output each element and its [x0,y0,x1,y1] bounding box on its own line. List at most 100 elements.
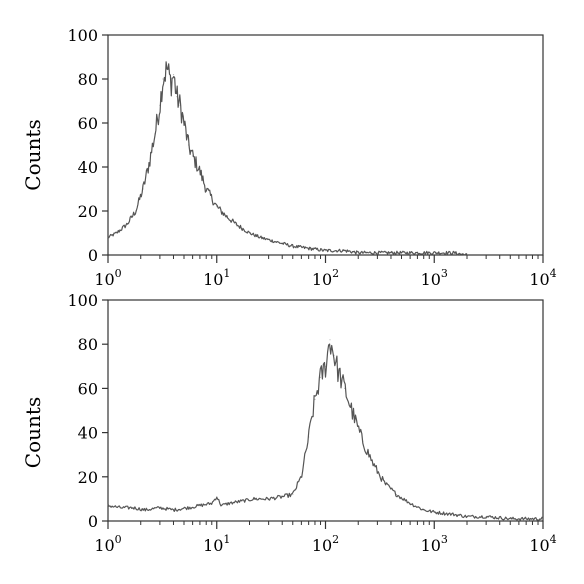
data-point [107,236,109,238]
x-tick-exponent: 4 [550,533,557,546]
histogram-series-line [107,343,544,521]
data-point [159,507,161,509]
x-tick-label: 104 [529,267,556,289]
x-tick-exponent: 0 [115,533,122,546]
data-point [400,252,403,254]
y-tick-label: 0 [88,246,98,265]
data-point [248,232,251,234]
plot-frame [107,299,544,522]
series-points [107,67,468,256]
data-point [216,206,218,208]
x-tick-label: 103 [421,267,448,289]
data-point [314,398,316,400]
data-point [166,67,168,69]
data-point [292,245,294,247]
data-point [292,493,294,496]
data-point [466,516,468,518]
data-point [300,476,302,478]
data-point [192,155,194,157]
y-axis-label: Counts [21,397,45,468]
x-tick-base: 10 [529,270,549,289]
data-point [216,496,218,498]
data-point [485,516,487,518]
data-point [281,496,283,498]
y-tick-label: 40 [78,424,98,443]
data-point [126,223,128,225]
data-point [329,339,331,341]
y-tick-label: 80 [78,70,98,89]
x-tick-label: 104 [529,533,556,555]
x-tick-base: 10 [94,270,114,289]
data-point [179,104,181,106]
data-point [154,133,156,135]
data-point [119,507,121,509]
x-tick-exponent: 2 [332,533,339,546]
x-tick-label: 101 [203,267,230,289]
data-point [395,493,398,496]
data-point [228,502,230,504]
x-tick-exponent: 4 [550,267,557,280]
x-tick-label: 102 [312,533,339,555]
x-tick-exponent: 3 [441,533,448,546]
y-tick-label: 40 [78,158,98,177]
x-tick-base: 10 [203,536,223,555]
data-point [373,465,375,467]
y-tick-label: 60 [78,114,98,133]
histogram-series-line [107,61,468,256]
data-point [187,144,190,146]
data-point [220,504,222,507]
data-point [205,188,207,190]
data-point [344,387,346,389]
data-point [162,78,164,80]
data-point [376,252,378,254]
x-tick-exponent: 1 [223,267,230,280]
data-point [148,162,150,164]
y-tick-label: 60 [78,379,98,398]
data-point [362,440,364,442]
data-point [241,500,243,502]
x-tick-exponent: 1 [223,533,230,546]
data-point [452,252,454,254]
x-tick-exponent: 2 [332,267,339,280]
data-point [308,247,310,249]
data-point [384,482,386,484]
data-point [176,96,178,98]
data-point [324,365,327,367]
data-point [170,82,172,84]
x-tick-label: 100 [94,267,121,289]
x-tick-base: 10 [421,270,441,289]
data-point [172,74,175,76]
data-point [352,414,354,416]
data-point [423,252,425,254]
data-point [433,511,435,513]
data-point [333,354,335,356]
data-point [409,502,411,504]
data-point [199,170,201,172]
x-tick-label: 103 [421,533,448,555]
data-point [172,509,175,511]
data-point [211,502,213,504]
data-point [466,254,468,256]
data-point [275,241,277,243]
x-tick-exponent: 3 [441,267,448,280]
x-tick-exponent: 0 [115,267,122,280]
y-tick-label: 20 [78,202,98,221]
data-point [308,436,310,438]
x-tick-base: 10 [421,536,441,555]
data-point [509,518,511,520]
x-tick-base: 10 [312,536,332,555]
plot-frame [107,34,544,256]
data-point [542,518,544,520]
y-tick-label: 100 [67,26,98,45]
data-point [357,252,359,254]
data-point [107,504,109,507]
x-tick-base: 10 [203,270,223,289]
y-tick-label: 100 [67,291,98,310]
data-point [235,223,237,225]
data-point [135,210,137,212]
data-point [324,250,327,252]
data-point [268,498,270,500]
